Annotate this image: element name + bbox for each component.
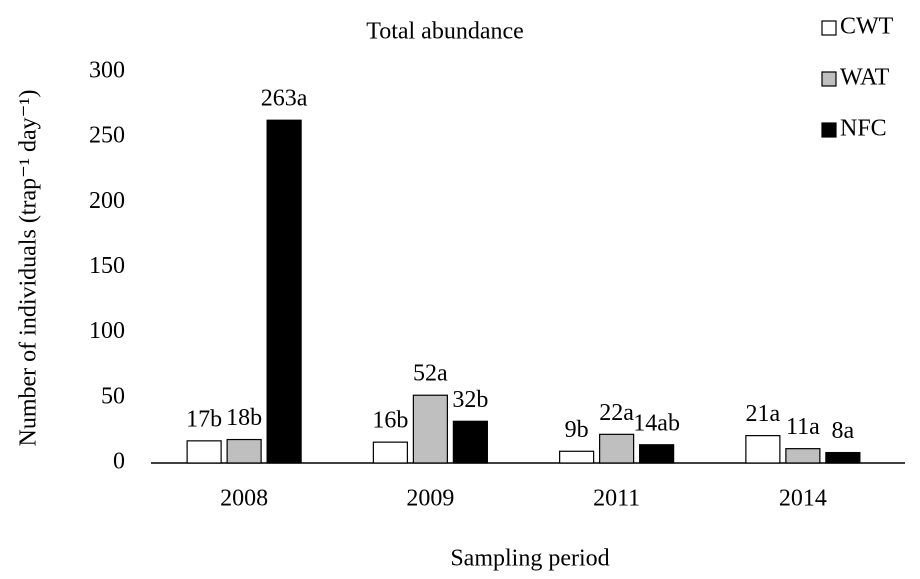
y-tick-label: 150 <box>89 253 125 279</box>
value-label: 16b <box>372 408 408 434</box>
bar <box>745 435 781 464</box>
legend-swatch <box>821 122 837 138</box>
value-label: 18b <box>226 405 262 431</box>
x-axis-label: Sampling period <box>450 546 609 572</box>
x-tick-label: 2014 <box>779 486 827 512</box>
value-label: 263a <box>261 86 308 112</box>
y-tick-label: 200 <box>89 188 125 214</box>
legend-swatch <box>821 71 837 87</box>
value-label: 8a <box>832 418 855 444</box>
x-tick-label: 2008 <box>220 486 268 512</box>
legend-swatch <box>821 20 837 36</box>
chart-title: Total abundance <box>366 19 524 45</box>
legend-label: CWT <box>840 14 894 40</box>
bar <box>639 444 675 464</box>
bar <box>412 394 448 464</box>
value-label: 22a <box>599 400 634 426</box>
x-tick-label: 2009 <box>406 486 454 512</box>
bar <box>599 433 635 464</box>
value-label: 11a <box>786 414 820 440</box>
y-axis-label: Number of individuals (trap⁻¹ day⁻¹) <box>16 90 42 447</box>
value-label: 32b <box>452 387 488 413</box>
bar <box>825 451 861 464</box>
y-tick-label: 300 <box>89 58 125 84</box>
bar <box>372 441 408 464</box>
bar <box>785 448 821 464</box>
value-label: 21a <box>746 401 781 427</box>
y-tick-label: 0 <box>113 449 125 475</box>
legend-label: NFC <box>840 116 887 142</box>
value-label: 14ab <box>633 410 680 436</box>
legend-label: WAT <box>840 65 890 91</box>
bar <box>186 440 222 464</box>
bar <box>559 450 595 464</box>
y-tick-label: 250 <box>89 123 125 149</box>
y-tick-label: 100 <box>89 318 125 344</box>
value-label: 9b <box>565 417 589 443</box>
bar <box>266 119 302 464</box>
y-tick-label: 50 <box>101 383 125 409</box>
x-tick-label: 2011 <box>593 486 640 512</box>
value-label: 17b <box>186 406 222 432</box>
bar <box>226 438 262 464</box>
bar <box>452 420 488 464</box>
value-label: 52a <box>413 361 448 387</box>
